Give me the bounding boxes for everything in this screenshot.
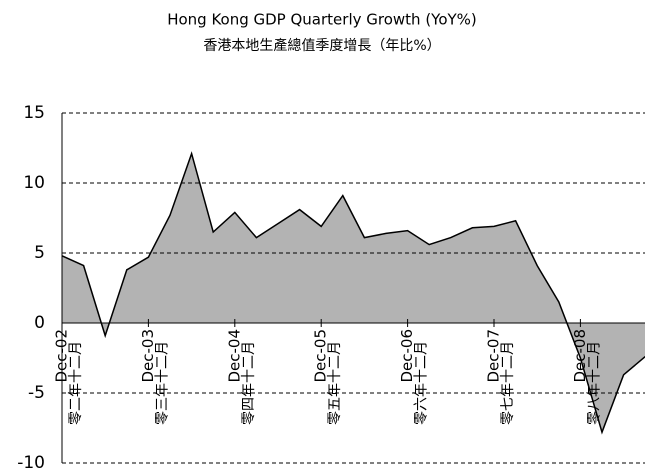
y-tick-label: -5 [28,383,45,403]
x-tick-label: Dec-07 [485,329,503,383]
x-tick-label: Dec-05 [312,329,330,383]
chart-subtitle: 香港本地生產總值季度增長（年比%） [203,37,440,54]
x-tick-label-zh: 零四年十二月 [241,341,257,425]
y-tick-label: 15 [23,103,45,123]
area-fill [62,153,645,433]
x-tick-label: Dec-08 [571,329,589,383]
y-tick-label: 5 [34,243,45,263]
chart-title: Hong Kong GDP Quarterly Growth (YoY%) [167,11,477,29]
y-tick-label: 0 [34,313,45,333]
y-tick-label: 10 [23,173,45,193]
x-tick-label: Dec-06 [398,329,416,383]
x-tick-label-zh: 零五年十二月 [327,341,343,425]
x-tick-label-zh: 零七年十二月 [500,341,516,425]
x-tick-label-zh: 零三年十二月 [154,341,170,425]
area-line [61,151,645,435]
x-tick-label-zh: 零八年十二月 [586,341,602,425]
y-tick-label: -10 [17,453,45,470]
x-tick-label: Dec-02 [53,329,71,383]
x-tick-label: Dec-04 [225,329,243,383]
x-tick-label: Dec-03 [139,329,157,383]
x-tick-label-zh: 零二年十二月 [68,341,84,425]
x-tick-label-zh: 零六年十二月 [414,341,430,425]
